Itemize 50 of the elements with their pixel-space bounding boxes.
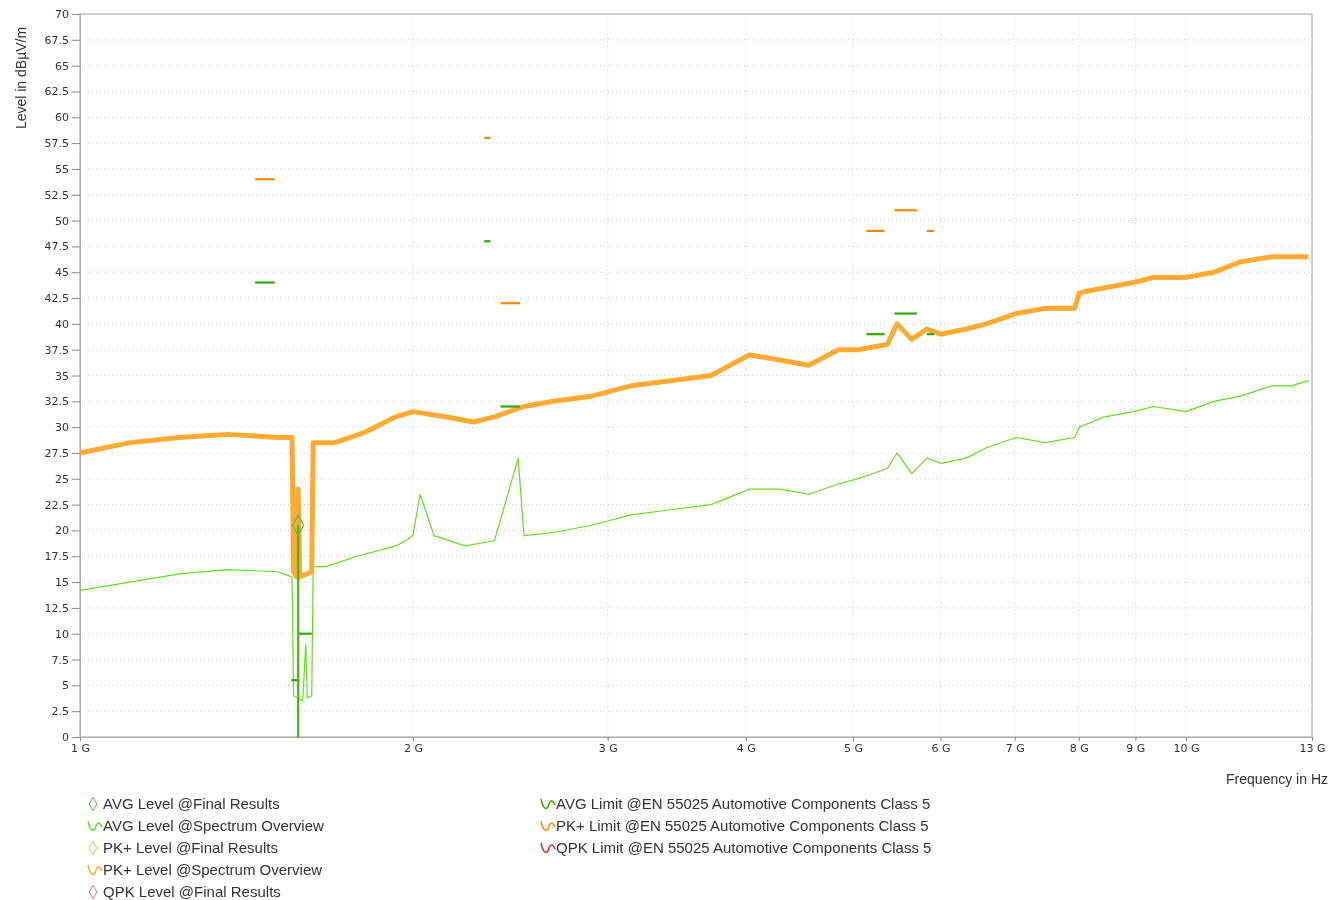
- y-tick-label: 30: [55, 421, 69, 435]
- x-tick-label: 4 G: [736, 741, 756, 755]
- x-tick-label: 1 G: [70, 741, 91, 755]
- legend-label: PK+ Level @Spectrum Overview: [103, 861, 323, 878]
- y-tick-label: 57.5: [44, 137, 69, 151]
- y-tick-label: 50: [55, 214, 69, 228]
- x-tick-label: 8 G: [1069, 741, 1089, 755]
- y-tick-label: 2.5: [51, 705, 69, 719]
- legend-label: QPK Limit @EN 55025 Automotive Components Class 5: [556, 839, 932, 856]
- y-tick-label: 22.5: [44, 498, 69, 512]
- legend-label: PK+ Limit @EN 55025 Automotive Components Class 5: [556, 817, 929, 834]
- y-tick-label: 35: [55, 369, 69, 383]
- y-tick-label: 7.5: [51, 653, 69, 667]
- y-tick-label: 37.5: [44, 343, 69, 357]
- y-tick-label: 27.5: [44, 446, 69, 460]
- y-tick-label: 40: [55, 317, 69, 331]
- y-tick-label: 10: [55, 627, 69, 641]
- y-tick-label: 5: [62, 679, 69, 693]
- y-tick-label: 55: [55, 162, 69, 176]
- x-tick-label: 10 G: [1173, 741, 1200, 755]
- x-tick-label: 7 G: [1005, 741, 1025, 755]
- x-tick-label: 13 G: [1299, 741, 1326, 755]
- y-tick-label: 17.5: [44, 550, 69, 564]
- y-tick-label: 32.5: [44, 395, 69, 409]
- legend-label: PK+ Level @Final Results: [103, 839, 278, 856]
- x-tick-label: 5 G: [844, 741, 864, 755]
- y-tick-label: 67.5: [44, 33, 69, 47]
- x-tick-label: 9 G: [1126, 741, 1146, 755]
- y-tick-label: 15: [55, 576, 69, 590]
- y-tick-label: 12.5: [44, 601, 69, 615]
- x-tick-label: 6 G: [931, 741, 951, 755]
- x-axis-title: Frequency in Hz: [1226, 771, 1328, 787]
- y-tick-label: 62.5: [44, 85, 69, 99]
- y-tick-label: 42.5: [44, 292, 69, 306]
- y-tick-label: 25: [55, 472, 69, 486]
- y-tick-label: 45: [55, 266, 69, 280]
- y-tick-label: 70: [55, 8, 69, 22]
- y-tick-label: 65: [55, 59, 69, 73]
- legend-label: QPK Level @Final Results: [103, 883, 281, 900]
- x-tick-label: 2 G: [403, 741, 423, 755]
- y-tick-label: 0: [62, 731, 69, 745]
- x-tick-label: 3 G: [598, 741, 618, 755]
- legend-label: AVG Level @Spectrum Overview: [103, 817, 325, 834]
- legend-label: AVG Limit @EN 55025 Automotive Components Class 5: [556, 795, 931, 812]
- y-axis-title: Level in dBµV/m: [13, 26, 29, 130]
- y-tick-label: 60: [55, 111, 69, 125]
- y-tick-label: 47.5: [44, 240, 69, 254]
- legend-label: AVG Level @Final Results: [103, 795, 280, 812]
- y-tick-label: 52.5: [44, 188, 69, 202]
- y-tick-label: 20: [55, 524, 69, 538]
